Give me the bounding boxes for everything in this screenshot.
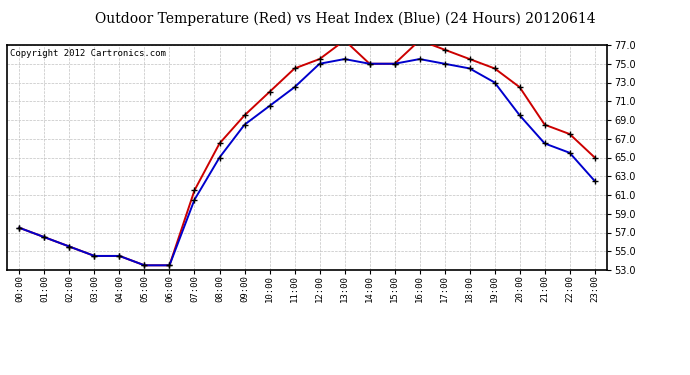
Text: Outdoor Temperature (Red) vs Heat Index (Blue) (24 Hours) 20120614: Outdoor Temperature (Red) vs Heat Index … (95, 11, 595, 26)
Text: Copyright 2012 Cartronics.com: Copyright 2012 Cartronics.com (10, 50, 166, 58)
